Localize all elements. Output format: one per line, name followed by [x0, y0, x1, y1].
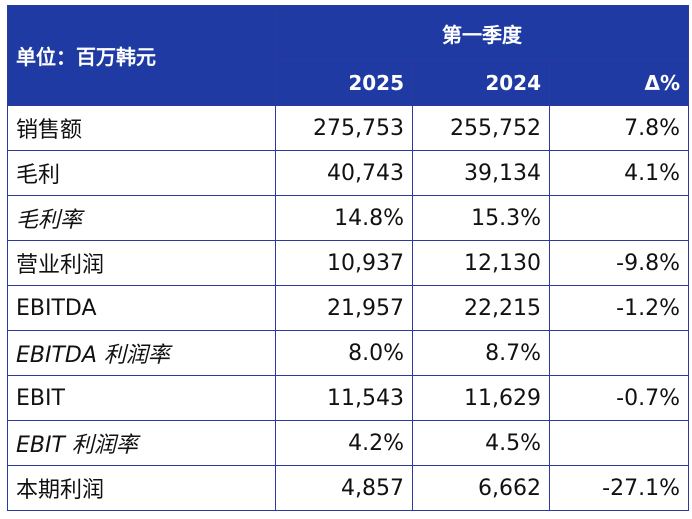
row-label: 销售额 — [7, 105, 276, 151]
row-label: EBITDA 利润率 — [7, 330, 276, 376]
table-row: 销售额 275,753 255,752 7.8% — [7, 105, 689, 151]
column-header-2025: 2025 — [275, 60, 413, 106]
cell-2024: 22,215 — [412, 285, 550, 331]
cell-2025: 11,543 — [275, 375, 413, 421]
column-header-delta: Δ% — [549, 60, 689, 106]
column-header-2024: 2024 — [412, 60, 550, 106]
cell-2025: 4,857 — [275, 465, 413, 511]
cell-2024: 4.5% — [412, 420, 550, 466]
cell-2024: 255,752 — [412, 105, 550, 151]
row-label: 本期利润 — [7, 465, 276, 511]
cell-2025: 40,743 — [275, 150, 413, 196]
cell-2025: 21,957 — [275, 285, 413, 331]
period-header: 第一季度 — [275, 5, 689, 61]
cell-2025: 10,937 — [275, 240, 413, 286]
table-row: 毛利率 14.8% 15.3% — [7, 195, 689, 241]
row-label: EBIT — [7, 375, 276, 421]
table-row: EBITDA 21,957 22,215 -1.2% — [7, 285, 689, 331]
cell-delta — [549, 420, 689, 466]
cell-2024: 8.7% — [412, 330, 550, 376]
cell-delta: -27.1% — [549, 465, 689, 511]
cell-2024: 39,134 — [412, 150, 550, 196]
table-row: 毛利 40,743 39,134 4.1% — [7, 150, 689, 196]
cell-delta: 4.1% — [549, 150, 689, 196]
row-label: EBITDA — [7, 285, 276, 331]
cell-delta: -9.8% — [549, 240, 689, 286]
table-row: 营业利润 10,937 12,130 -9.8% — [7, 240, 689, 286]
cell-2025: 8.0% — [275, 330, 413, 376]
table-row: EBIT 11,543 11,629 -0.7% — [7, 375, 689, 421]
cell-2025: 275,753 — [275, 105, 413, 151]
cell-2025: 14.8% — [275, 195, 413, 241]
row-label: 营业利润 — [7, 240, 276, 286]
cell-delta: 7.8% — [549, 105, 689, 151]
row-label: 毛利 — [7, 150, 276, 196]
cell-2024: 12,130 — [412, 240, 550, 286]
cell-2024: 15.3% — [412, 195, 550, 241]
table-row: EBITDA 利润率 8.0% 8.7% — [7, 330, 689, 376]
table-row: 本期利润 4,857 6,662 -27.1% — [7, 465, 689, 511]
cell-delta: -1.2% — [549, 285, 689, 331]
cell-delta — [549, 195, 689, 241]
cell-2024: 6,662 — [412, 465, 550, 511]
cell-delta — [549, 330, 689, 376]
cell-2024: 11,629 — [412, 375, 550, 421]
row-label: EBIT 利润率 — [7, 420, 276, 466]
cell-delta: -0.7% — [549, 375, 689, 421]
table-row: EBIT 利润率 4.2% 4.5% — [7, 420, 689, 466]
unit-label: 单位：百万韩元 — [7, 5, 276, 106]
row-label: 毛利率 — [7, 195, 276, 241]
cell-2025: 4.2% — [275, 420, 413, 466]
financial-table: 单位：百万韩元 第一季度 2025 2024 Δ% 销售额 275,753 25… — [7, 5, 689, 511]
